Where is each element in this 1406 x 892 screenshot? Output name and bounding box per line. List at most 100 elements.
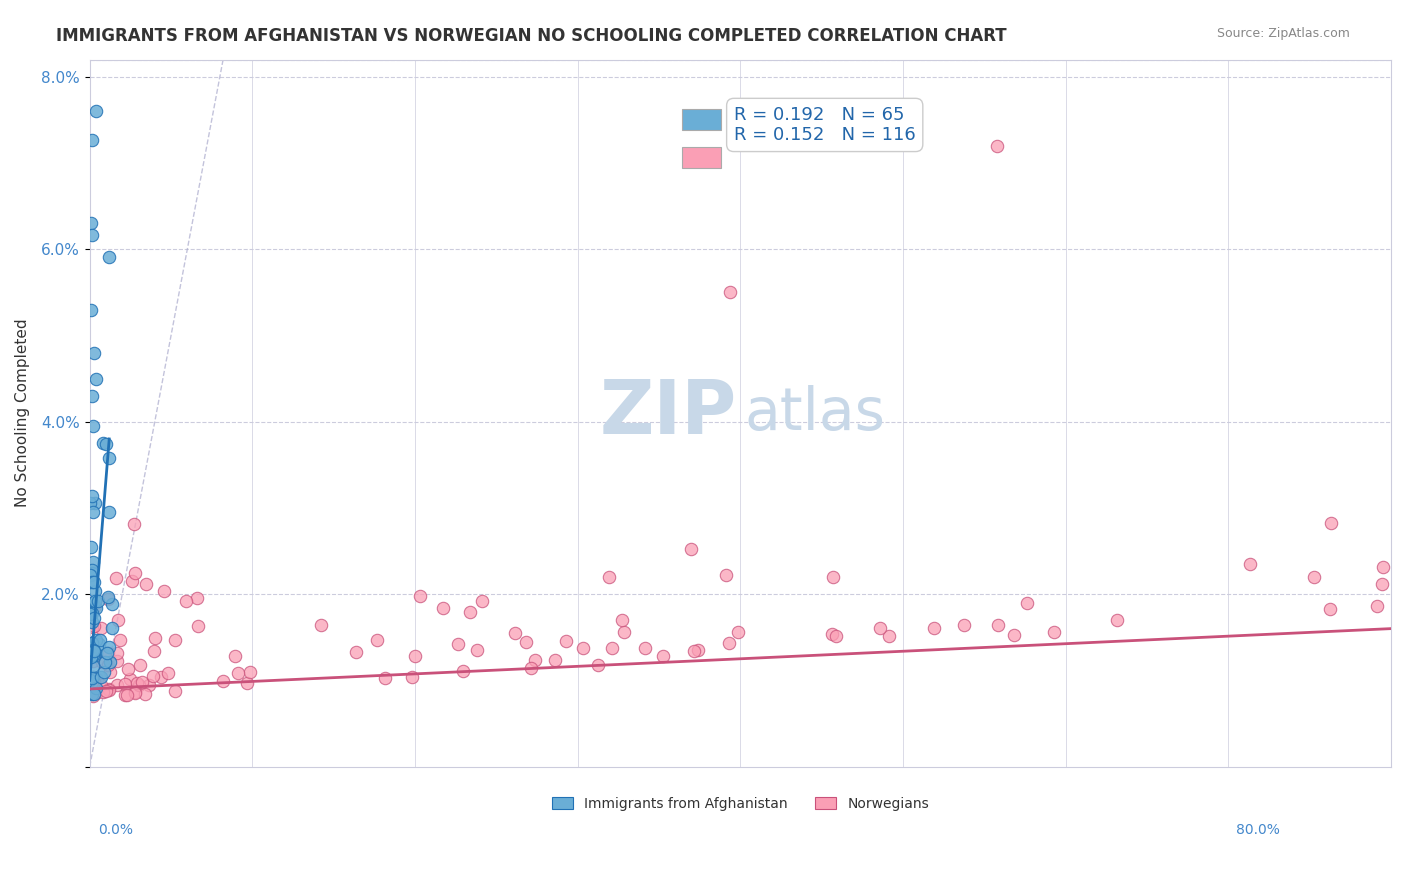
Legend: Immigrants from Afghanistan, Norwegians: Immigrants from Afghanistan, Norwegians [547,791,935,816]
Point [79,568,101,582]
Point [1371,576,1393,591]
Point [544,653,567,667]
Point [80,133,103,147]
Point [83,644,105,658]
Text: atlas: atlas [744,384,886,442]
Point [79,496,101,510]
Point [83,599,105,613]
Point [1303,570,1326,584]
Point [187,619,209,633]
Text: ZIP: ZIP [599,376,737,450]
Point [149,670,172,684]
Point [82,489,104,503]
Point [93,665,115,679]
Point [401,669,423,683]
Point [83,674,105,689]
Point [212,673,235,688]
Point [346,645,368,659]
Point [125,675,148,690]
Point [1239,557,1261,571]
Point [1320,516,1343,530]
Point [79,606,101,620]
Point [1319,602,1341,616]
Point [96,646,118,660]
Text: R = 0.192   N = 65
R = 0.152   N = 116: R = 0.192 N = 65 R = 0.152 N = 116 [734,105,915,145]
Point [80,596,103,610]
Point [586,658,609,673]
Point [97,658,120,673]
Point [82,636,104,650]
Text: IMMIGRANTS FROM AFGHANISTAN VS NORWEGIAN NO SCHOOLING COMPLETED CORRELATION CHAR: IMMIGRANTS FROM AFGHANISTAN VS NORWEGIAN… [56,27,1007,45]
Point [432,601,454,615]
Point [309,618,332,632]
Point [1107,613,1129,627]
Text: Source: ZipAtlas.com: Source: ZipAtlas.com [1216,27,1350,40]
Point [471,594,494,608]
Point [727,625,749,640]
Point [98,665,121,680]
Point [717,636,740,650]
Point [89,632,111,647]
Point [135,577,157,591]
Point [80,302,103,317]
Point [80,228,103,243]
Point [100,655,122,669]
Point [156,666,179,681]
Point [93,655,115,669]
Point [82,642,104,657]
Point [598,570,620,584]
Point [652,648,675,663]
Point [82,670,104,684]
Point [84,681,107,695]
Point [1015,596,1038,610]
Point [84,633,107,648]
Point [97,250,120,264]
Point [118,672,141,686]
Point [117,662,139,676]
Point [634,641,657,656]
Point [80,563,103,577]
Point [80,644,103,658]
Point [121,574,143,589]
Point [90,621,112,635]
Point [83,619,105,633]
Point [718,285,741,300]
Point [1372,559,1395,574]
Point [80,606,103,620]
Point [83,496,105,510]
Point [134,687,156,701]
Point [714,567,737,582]
Point [90,670,112,684]
Point [80,681,103,696]
Point [869,621,891,635]
Point [97,590,120,604]
Point [97,683,120,698]
Point [186,591,208,605]
Point [82,566,104,580]
Point [610,613,633,627]
Point [83,593,105,607]
Point [83,345,105,359]
Point [86,672,108,686]
Point [953,618,976,632]
Point [825,629,848,643]
Point [101,597,124,611]
Point [600,641,623,656]
Point [520,661,543,675]
Point [987,618,1010,632]
Point [83,649,105,664]
Point [105,678,128,692]
Point [451,664,474,678]
Point [87,638,110,652]
Point [80,615,103,629]
Point [152,583,174,598]
Point [83,687,105,701]
Point [105,654,128,668]
Point [87,594,110,608]
Point [465,643,488,657]
Point [82,505,104,519]
Point [84,104,107,119]
Point [165,684,187,698]
Point [142,644,165,658]
Point [90,677,112,691]
